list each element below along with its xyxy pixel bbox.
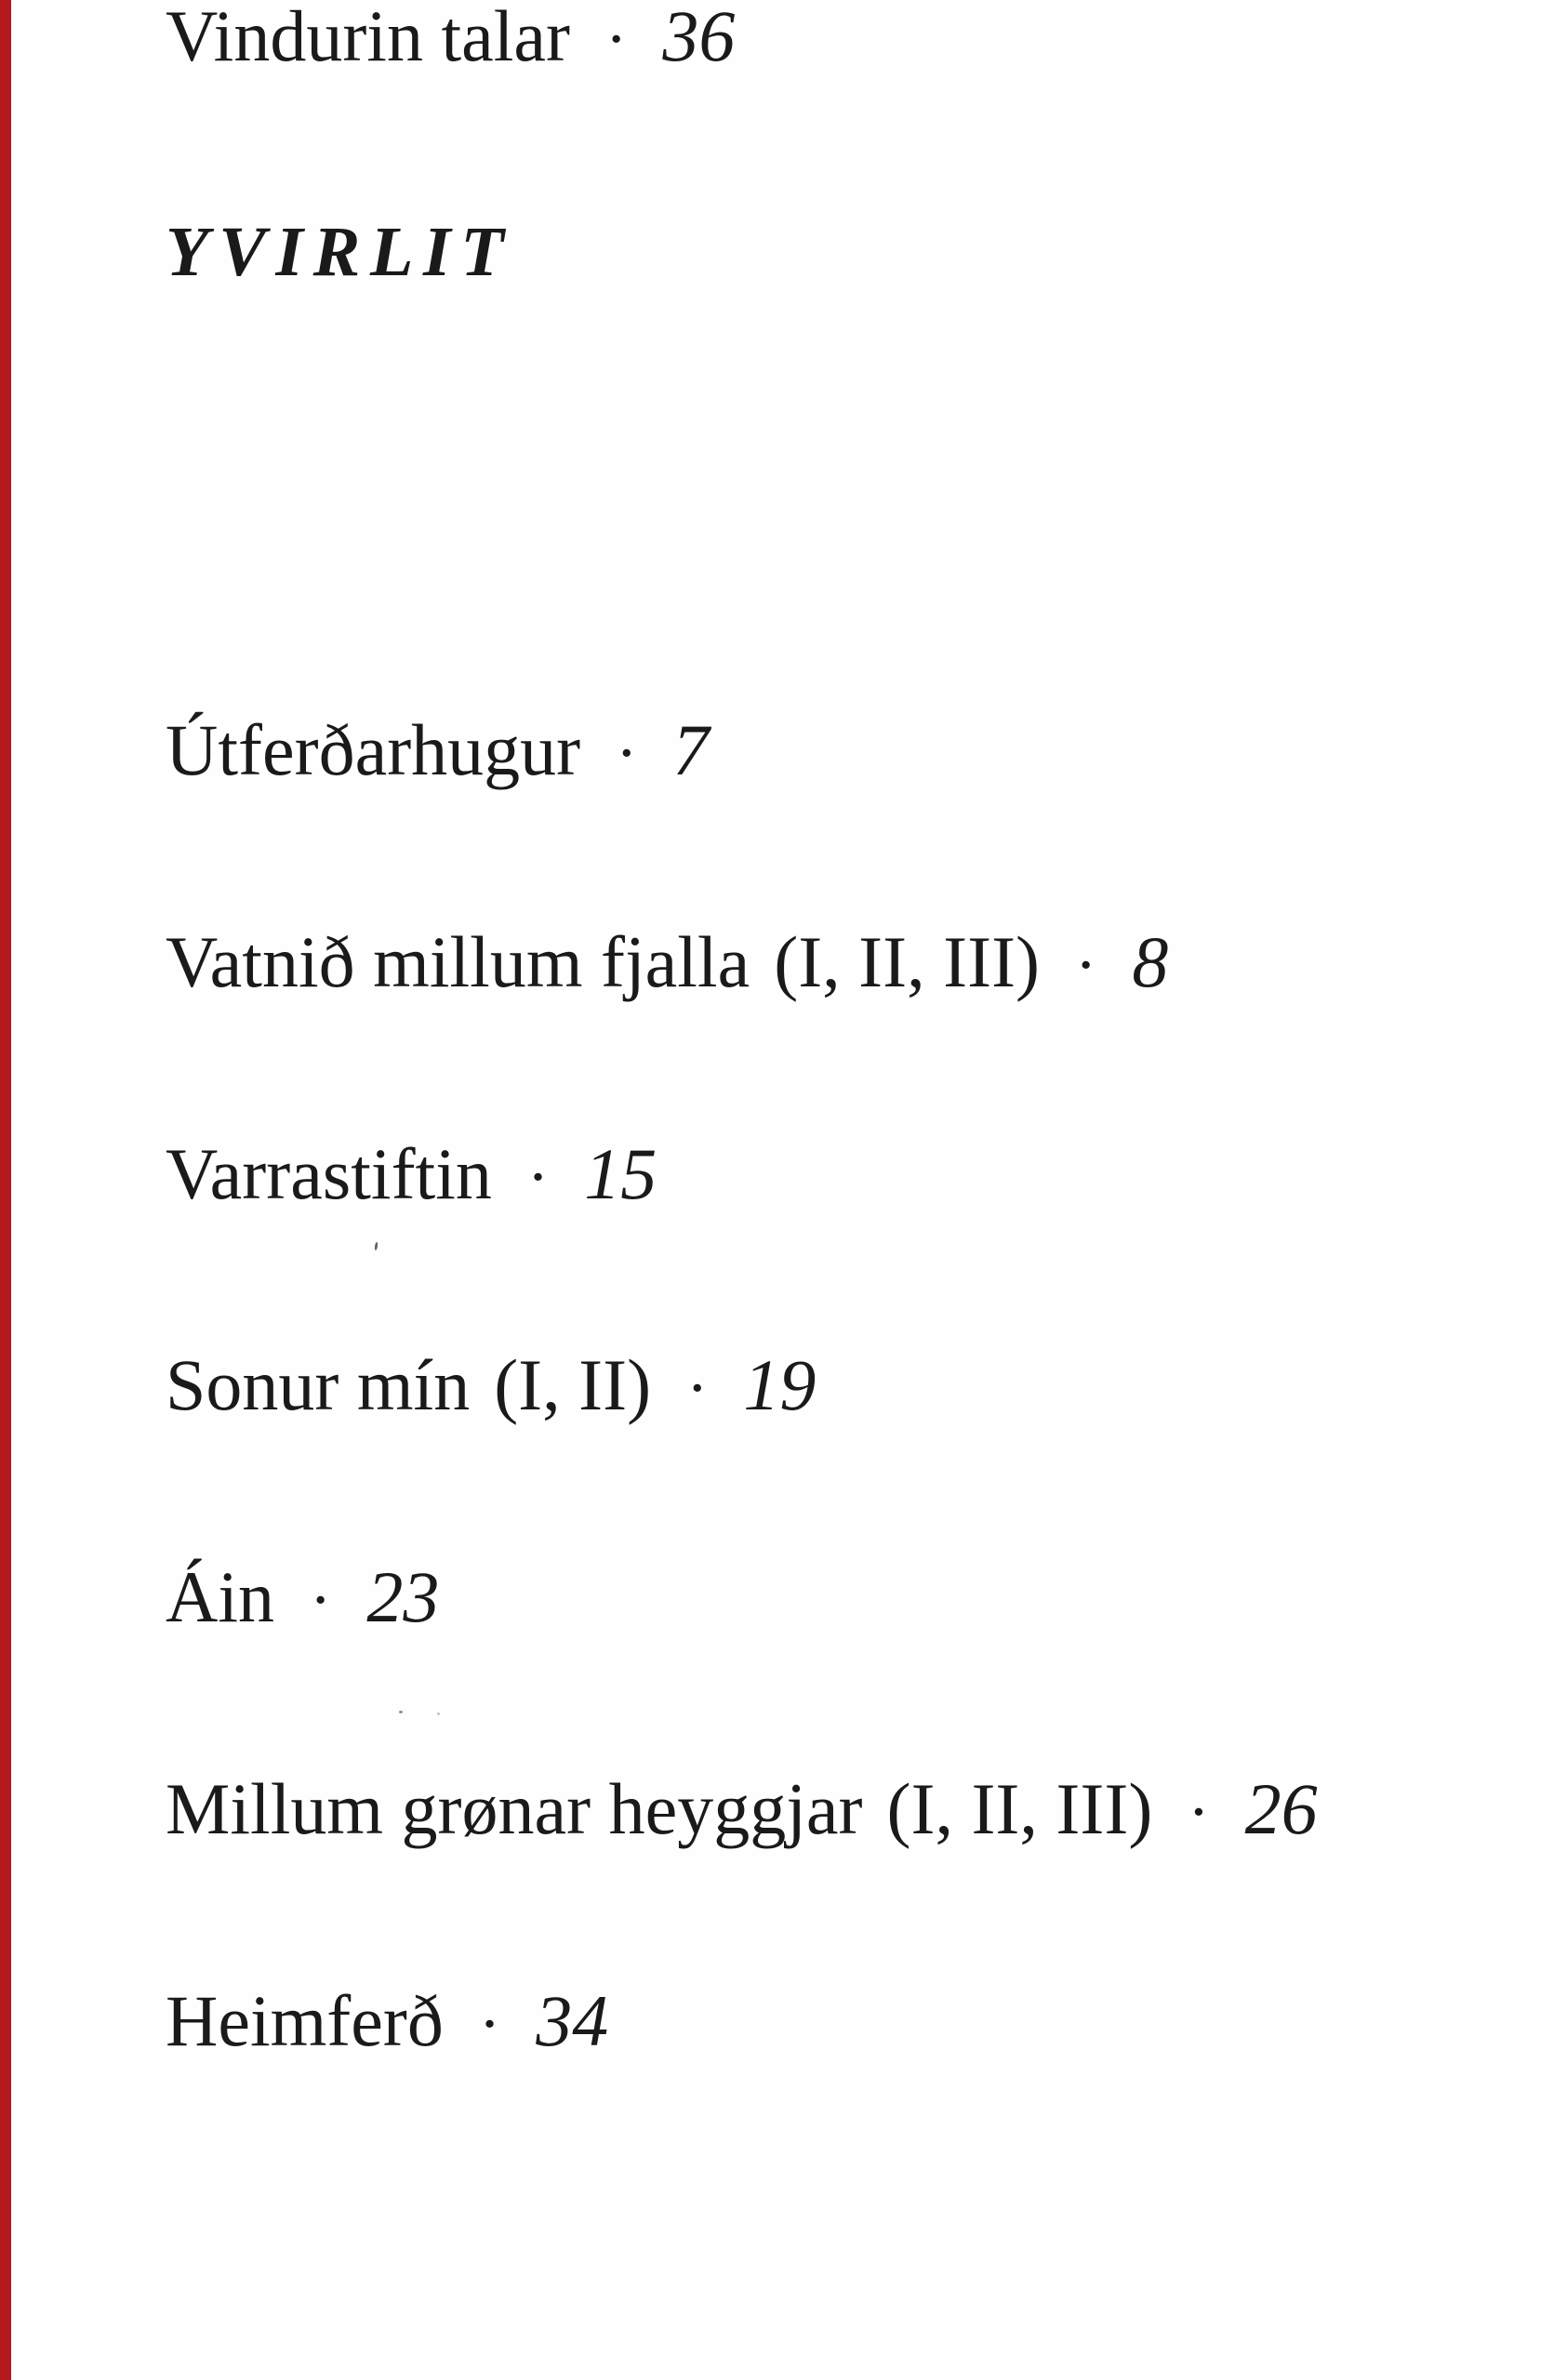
entry-title: Heimferð xyxy=(166,1980,444,2061)
separator-dot: · xyxy=(478,1989,501,2060)
page-number: 19 xyxy=(743,1344,817,1425)
page-number: 15 xyxy=(584,1133,657,1214)
toc-entry: Útferðarhugur · 7 xyxy=(166,714,709,787)
toc-entry: Sonur mín (I, II) · 19 xyxy=(166,1349,816,1421)
entry-parts: (I, II, III) xyxy=(886,1768,1153,1849)
separator-dot: · xyxy=(1188,1777,1210,1848)
toc-entry: Varrastiftin · 15 xyxy=(166,1138,657,1210)
scan-speck xyxy=(437,1712,440,1715)
toc-entry: Heimferð · 34 xyxy=(166,1985,608,2057)
entry-title: Millum grønar heyggjar xyxy=(166,1768,863,1849)
page-number: 8 xyxy=(1132,921,1169,1002)
entry-title: Vatnið millum fjalla xyxy=(166,921,750,1002)
separator-dot: · xyxy=(310,1565,332,1636)
toc-entry: Vindurin talar · 36 xyxy=(166,0,735,73)
page-title: YVIRLIT xyxy=(166,212,514,291)
separator-dot: · xyxy=(605,4,628,75)
book-edge-strip xyxy=(0,0,11,2380)
entry-title: Sonur mín xyxy=(166,1344,471,1425)
separator-dot: · xyxy=(1075,930,1097,1001)
entry-title: Áin xyxy=(166,1556,274,1637)
entry-title: Útferðarhugur xyxy=(166,709,581,790)
entry-parts: (I, II, III) xyxy=(774,921,1041,1002)
page-number: 23 xyxy=(366,1556,440,1637)
scan-speck xyxy=(399,1711,403,1713)
entry-parts: (I, II) xyxy=(494,1344,652,1425)
toc-entry: Vatnið millum fjalla (I, II, III) · 8 xyxy=(166,926,1168,998)
entry-title: Varrastiftin xyxy=(166,1133,492,1214)
entry-title: Vindurin talar xyxy=(166,0,571,76)
scan-speck xyxy=(374,1241,378,1251)
page-number: 7 xyxy=(672,709,710,790)
page-number: 26 xyxy=(1244,1768,1318,1849)
page-number: 36 xyxy=(662,0,736,76)
separator-dot: · xyxy=(616,718,638,789)
separator-dot: · xyxy=(686,1353,709,1424)
page-number: 34 xyxy=(536,1980,609,2061)
toc-entry: Millum grønar heyggjar (I, II, III) · 26 xyxy=(166,1773,1318,1845)
separator-dot: · xyxy=(526,1142,550,1213)
toc-entry: Áin · 23 xyxy=(166,1561,439,1633)
